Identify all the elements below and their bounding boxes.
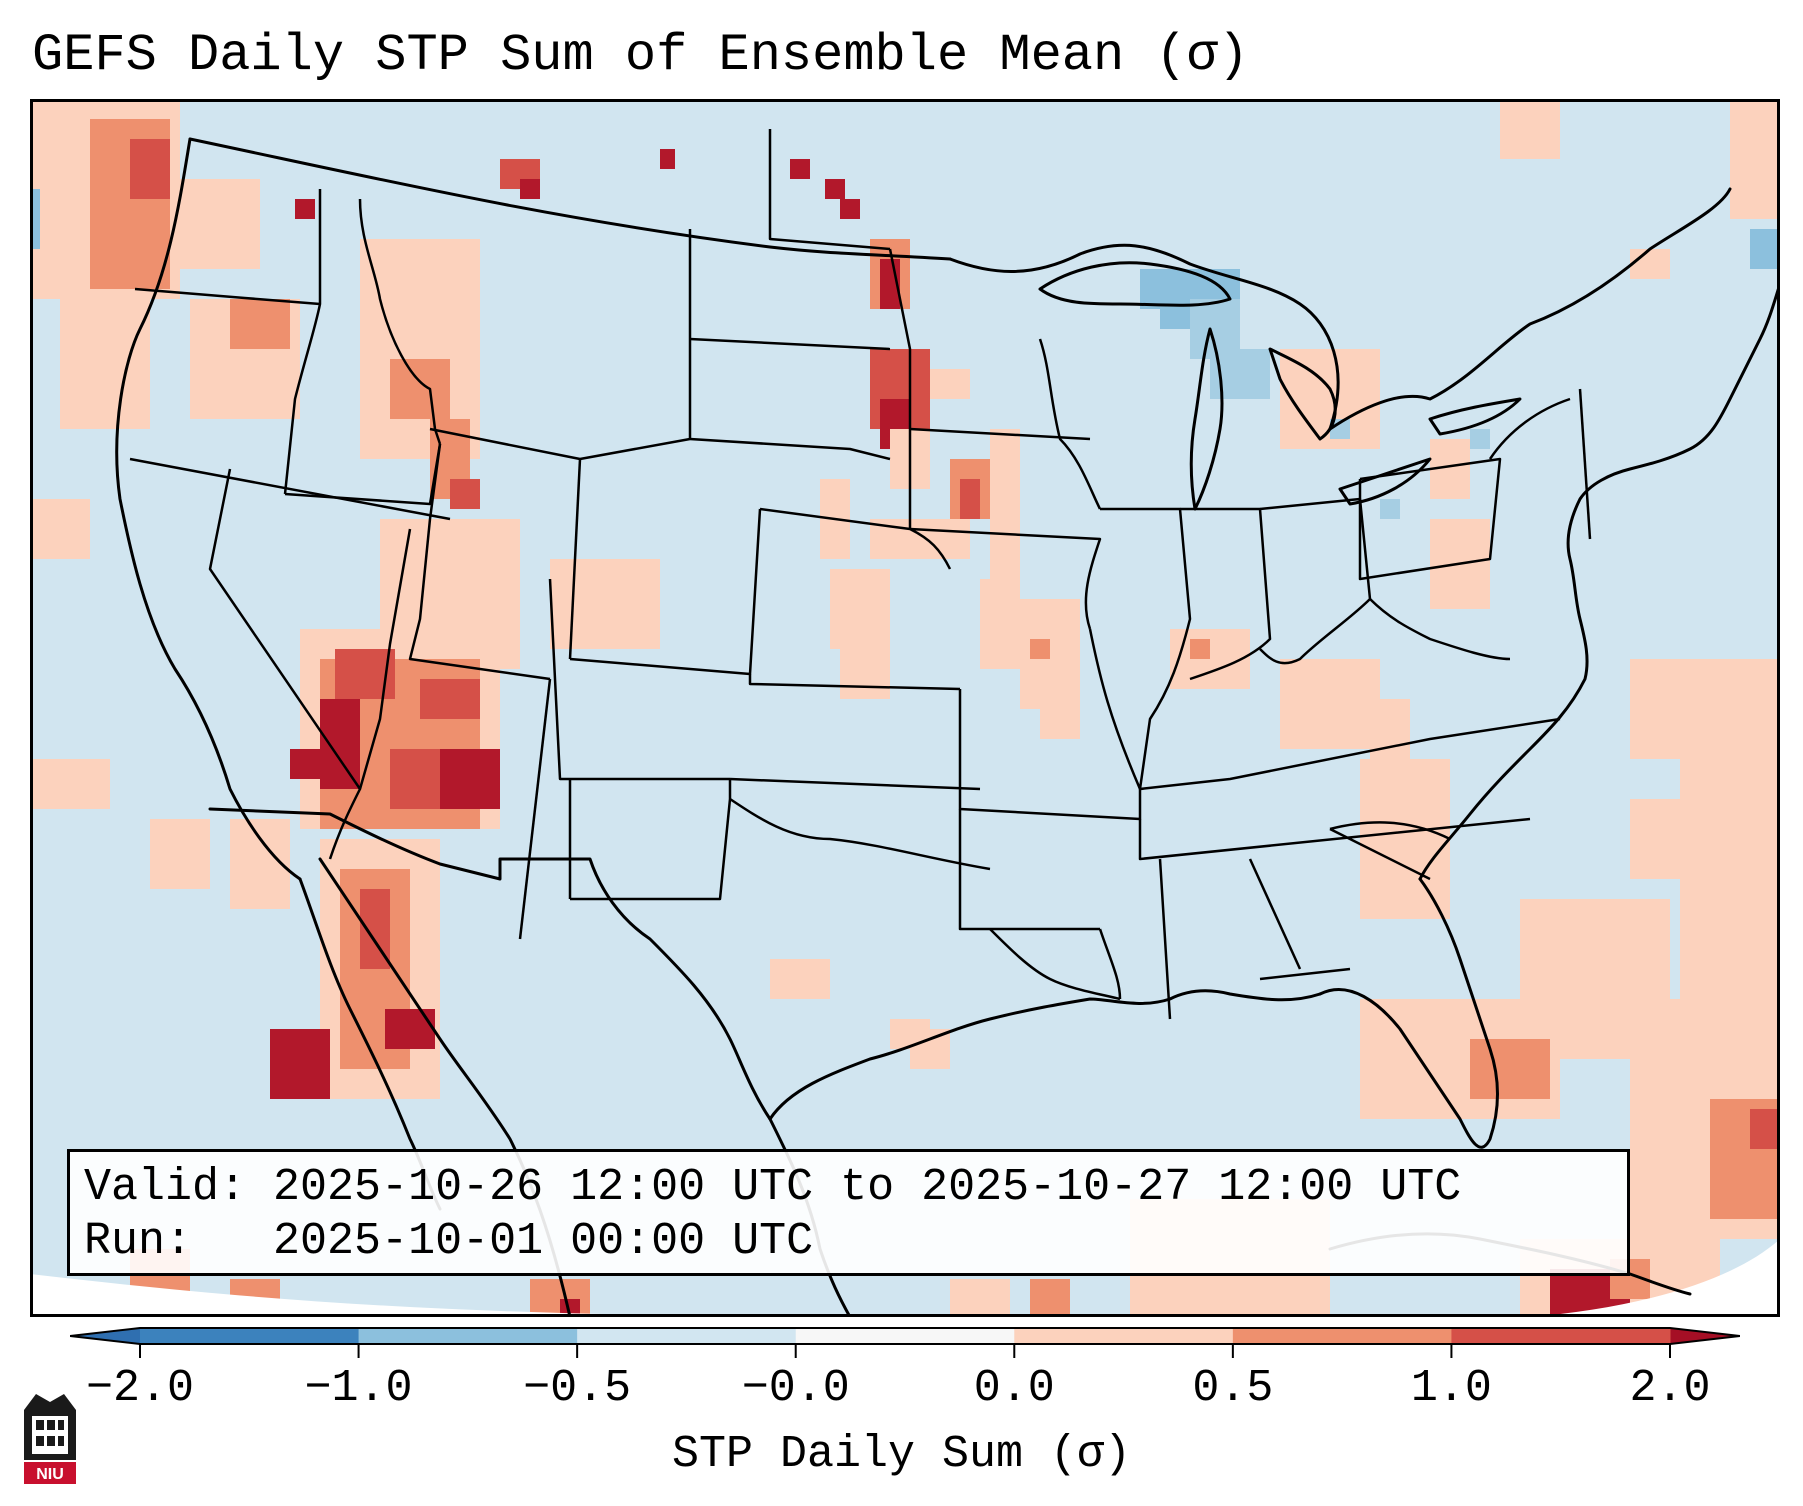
run-label: Run: xyxy=(84,1216,193,1267)
niu-logo: NIU xyxy=(24,1394,76,1484)
colorbar-tick-label: −0.0 xyxy=(741,1363,850,1414)
colorbar-tick-label: −0.5 xyxy=(523,1363,632,1414)
colorbar-tick-label: 0.0 xyxy=(973,1363,1055,1414)
no-data-area xyxy=(30,1274,930,1317)
state-borders xyxy=(129,129,1592,1020)
colorbar-bin xyxy=(1232,1328,1452,1344)
colorbar-tick-label: −1.0 xyxy=(304,1363,413,1414)
run-row: Run: 2025-10-01 00:00 UTC xyxy=(84,1216,813,1268)
colorbar xyxy=(70,1327,1740,1358)
colorbar-bin xyxy=(1451,1328,1671,1344)
run-value: 2025-10-01 00:00 UTC xyxy=(273,1216,814,1267)
logo-text: NIU xyxy=(36,1466,64,1483)
colorbar-tick-label: 0.5 xyxy=(1192,1363,1274,1414)
no-data-area-right xyxy=(1530,1239,1780,1317)
stp-field xyxy=(30,99,1780,1317)
colorbar-bins xyxy=(70,1327,1740,1345)
map-frame xyxy=(30,99,1780,1317)
colorbar-under-extension xyxy=(70,1328,140,1344)
colorbar-bin xyxy=(1014,1328,1234,1344)
valid-row: Valid: 2025-10-26 12:00 UTC to 2025-10-2… xyxy=(84,1162,1461,1214)
colorbar-tick-label: 2.0 xyxy=(1629,1363,1711,1414)
colorbar-tick-label: −2.0 xyxy=(85,1363,195,1414)
colorbar-tick-label: 1.0 xyxy=(1410,1363,1492,1414)
colorbar-bin xyxy=(795,1328,1015,1344)
valid-label: Valid: xyxy=(84,1162,247,1213)
map-panel[interactable] xyxy=(30,99,1780,1317)
colorbar-label: STP Daily Sum (σ) xyxy=(671,1429,1132,1480)
page-title: GEFS Daily STP Sum of Ensemble Mean (σ) xyxy=(32,26,1249,85)
valid-run-legend: Valid: 2025-10-26 12:00 UTC to 2025-10-2… xyxy=(67,1149,1630,1276)
valid-value: 2025-10-26 12:00 UTC to 2025-10-27 12:00… xyxy=(273,1162,1462,1213)
colorbar-bin xyxy=(577,1328,797,1344)
colorbar-ticks xyxy=(139,1344,1671,1358)
colorbar-bin xyxy=(140,1328,360,1344)
colorbar-over-extension xyxy=(1670,1328,1740,1344)
colorbar-bin xyxy=(358,1328,578,1344)
